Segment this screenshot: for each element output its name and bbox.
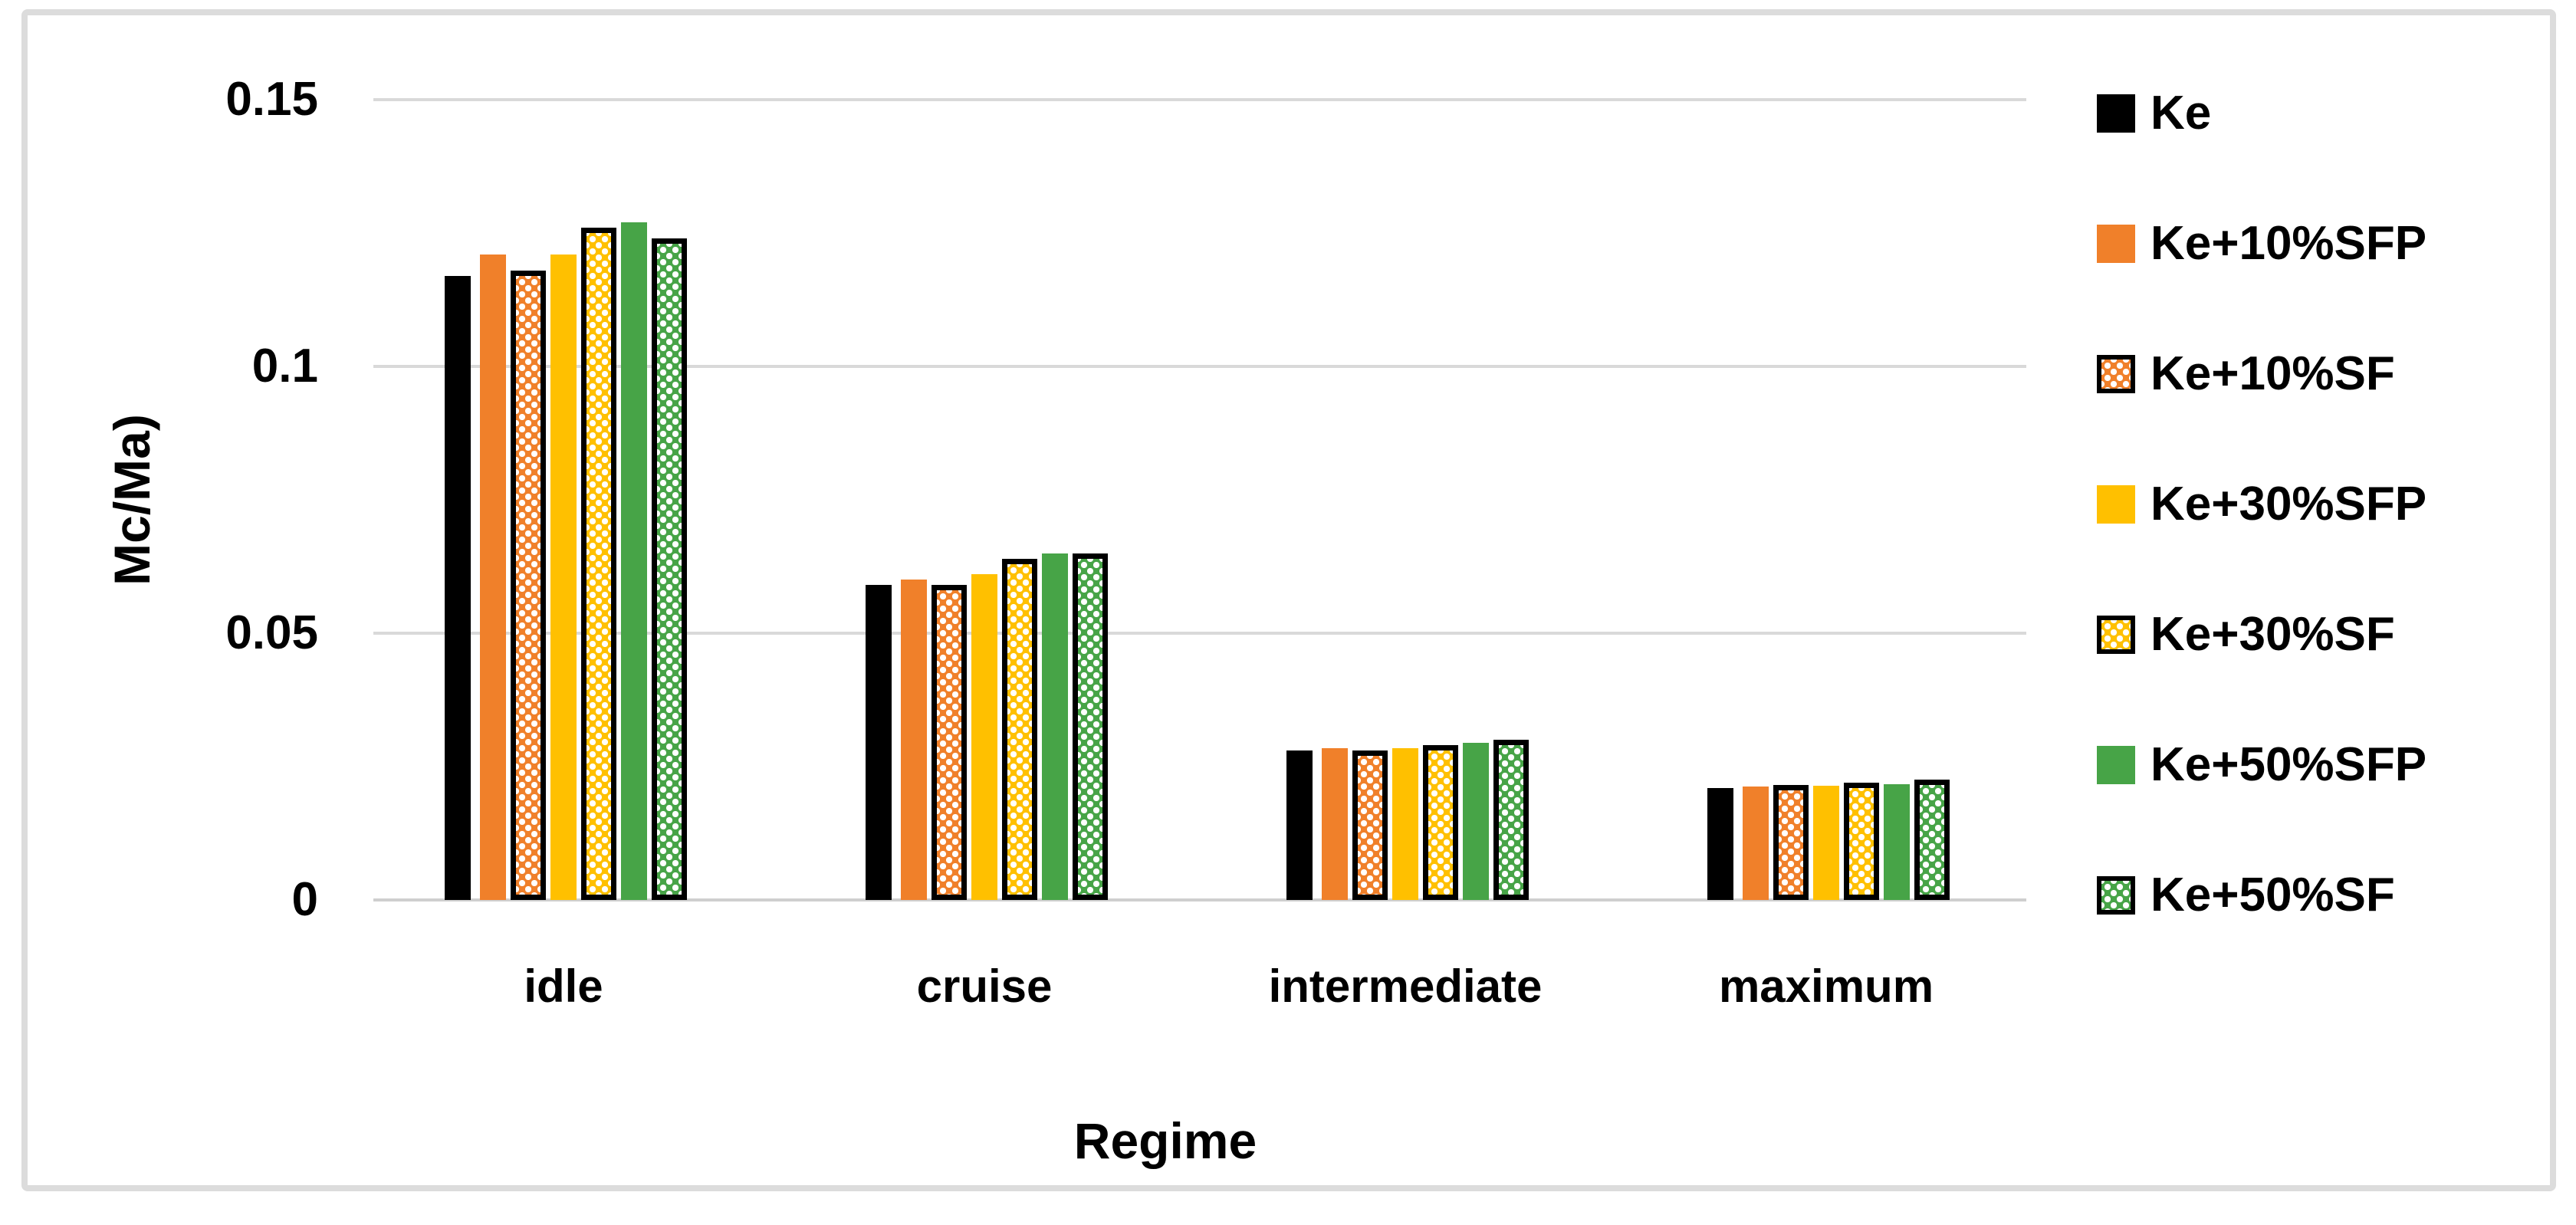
bar-Ke50SFP-idle (621, 222, 647, 900)
legend-item-Ke50SF: Ke+50%SF (2097, 869, 2426, 921)
legend-item-Ke: Ke (2097, 87, 2426, 140)
gridline (373, 98, 2026, 101)
bar-Ke30SF-maximum (1844, 782, 1879, 900)
bar-Ke10SFP-cruise (901, 580, 927, 900)
legend-swatch-icon (2097, 355, 2135, 393)
bar-Ke10SFP-maximum (1743, 786, 1769, 900)
legend-label: Ke+50%SFP (2150, 738, 2427, 791)
legend-label: Ke (2150, 87, 2212, 140)
bar-Ke10SFP-idle (480, 254, 506, 900)
bar-Ke50SFP-intermediate (1463, 742, 1489, 900)
bar-Ke30SF-idle (581, 228, 616, 900)
chart-frame (21, 9, 2556, 1191)
legend-swatch-icon (2097, 746, 2135, 784)
bar-Ke30SFP-intermediate (1392, 747, 1418, 900)
legend-item-Ke30SF: Ke+30%SF (2097, 608, 2426, 661)
bar-Ke50SF-cruise (1073, 553, 1108, 900)
bar-Ke10SF-idle (511, 270, 546, 900)
legend-item-Ke30SFP: Ke+30%SFP (2097, 478, 2427, 530)
legend-item-Ke50SFP: Ke+50%SFP (2097, 738, 2427, 791)
bar-Ke50SF-intermediate (1493, 740, 1529, 900)
legend-label: Ke+10%SFP (2150, 217, 2427, 270)
legend-label: Ke+30%SF (2150, 608, 2395, 661)
legend-swatch-icon (2097, 485, 2135, 524)
y-tick-label: 0.15 (225, 73, 318, 126)
legend: Ke Ke+10%SFP Ke+10%SF Ke+30%SFP Ke+30%SF Ke+5… (2097, 87, 2427, 921)
legend-swatch-icon (2097, 616, 2135, 654)
x-axis-title: Regime (1073, 1112, 1257, 1169)
bar-Ke10SF-cruise (932, 585, 967, 900)
bar-Ke-maximum (1707, 787, 1733, 900)
y-tick-label: 0.05 (225, 606, 318, 659)
bar-Ke50SF-idle (652, 238, 687, 900)
legend-swatch-icon (2097, 94, 2135, 133)
y-axis-title: Mc/Ma) (104, 414, 160, 586)
x-category-label-intermediate: intermediate (1268, 961, 1543, 1012)
x-category-label-idle: idle (524, 961, 603, 1012)
gridline (373, 365, 2026, 368)
x-category-label-maximum: maximum (1718, 961, 1934, 1012)
bar-Ke30SF-cruise (1002, 558, 1037, 900)
legend-label: Ke+30%SFP (2150, 478, 2427, 530)
bar-Ke50SF-maximum (1914, 780, 1950, 900)
x-axis-baseline (373, 898, 2026, 902)
legend-label: Ke+10%SF (2150, 347, 2395, 400)
bar-Ke10SFP-intermediate (1322, 747, 1348, 900)
legend-item-Ke10SF: Ke+10%SF (2097, 347, 2426, 400)
bar-Ke30SFP-cruise (971, 574, 997, 900)
bar-Ke30SFP-idle (550, 254, 577, 900)
y-tick-label: 0 (291, 873, 318, 926)
bar-Ke-intermediate (1286, 750, 1313, 900)
legend-swatch-icon (2097, 876, 2135, 915)
bar-Ke50SFP-cruise (1042, 553, 1068, 900)
bar-Ke10SF-intermediate (1352, 750, 1388, 900)
x-category-label-cruise: cruise (916, 961, 1053, 1012)
bar-Ke10SF-maximum (1773, 785, 1809, 900)
bar-Ke-cruise (866, 585, 892, 900)
legend-item-Ke10SFP: Ke+10%SFP (2097, 217, 2427, 270)
gridline (373, 632, 2026, 635)
y-tick-label: 0.1 (251, 340, 318, 392)
bar-Ke50SFP-maximum (1884, 783, 1910, 900)
bar-Ke30SFP-maximum (1813, 786, 1839, 900)
bar-Ke-idle (445, 275, 471, 900)
legend-label: Ke+50%SF (2150, 869, 2395, 921)
bar-Ke30SF-intermediate (1423, 745, 1458, 900)
legend-swatch-icon (2097, 225, 2135, 263)
